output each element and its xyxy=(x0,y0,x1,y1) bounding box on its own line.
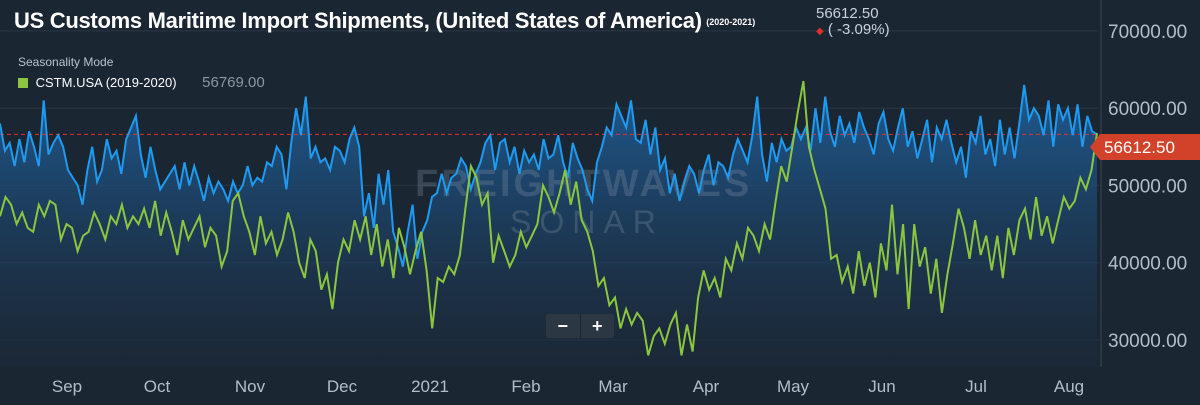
seasonality-mode-label: Seasonality Mode xyxy=(18,55,114,69)
current-price-tag: 56612.50 xyxy=(1090,134,1200,160)
down-arrow-icon: ◆ xyxy=(816,26,824,37)
prior-series-line xyxy=(0,80,1098,356)
current-value: 56612.50 xyxy=(816,5,879,22)
chart-date-range: (2020-2021) xyxy=(706,17,756,27)
x-tick-label: Dec xyxy=(327,377,358,396)
x-tick-label: Jul xyxy=(965,377,987,396)
x-tick-label: Mar xyxy=(598,377,628,396)
y-axis-ticks: 70000.00 60000.00 50000.00 40000.00 30000.00 xyxy=(1108,22,1187,352)
current-price-tag-text: 56612.50 xyxy=(1104,138,1175,157)
x-tick-label: Oct xyxy=(144,377,171,396)
zoom-in-button[interactable]: + xyxy=(579,314,615,338)
x-tick-label: Nov xyxy=(235,377,266,396)
current-series-area xyxy=(0,85,1097,367)
zoom-controls: − + xyxy=(546,314,614,338)
y-tick-label: 50000.00 xyxy=(1108,176,1187,197)
legend-series-value: 56769.00 xyxy=(202,74,265,91)
change-percent: ( -3.09%) xyxy=(827,21,890,38)
x-tick-label: Feb xyxy=(511,377,540,396)
current-value-box: 56612.50 ◆ ( -3.09%) xyxy=(816,6,890,40)
x-tick-label: Jun xyxy=(868,377,895,396)
x-tick-label: May xyxy=(777,377,810,396)
x-axis-ticks: Sep Oct Nov Dec 2021 Feb Mar Apr May Jun Jul Aug xyxy=(52,377,1084,396)
x-tick-label: Aug xyxy=(1054,377,1084,396)
x-tick-label: Apr xyxy=(693,377,720,396)
current-series-line xyxy=(0,84,1098,267)
x-tick-label: 2021 xyxy=(411,377,449,396)
y-tick-label: 30000.00 xyxy=(1108,331,1187,352)
legend-swatch-icon xyxy=(18,78,28,88)
legend[interactable]: CSTM.USA (2019-2020) 56769.00 xyxy=(18,74,265,91)
x-tick-label: Sep xyxy=(52,377,82,396)
zoom-out-button[interactable]: − xyxy=(557,316,568,336)
y-tick-label: 60000.00 xyxy=(1108,99,1187,120)
y-tick-label: 70000.00 xyxy=(1108,22,1187,43)
chart-header: US Customs Maritime Import Shipments, (U… xyxy=(14,8,755,34)
y-tick-label: 40000.00 xyxy=(1108,254,1187,275)
chart-title: US Customs Maritime Import Shipments, (U… xyxy=(14,8,702,33)
legend-series-label: CSTM.USA (2019-2020) xyxy=(35,75,177,90)
